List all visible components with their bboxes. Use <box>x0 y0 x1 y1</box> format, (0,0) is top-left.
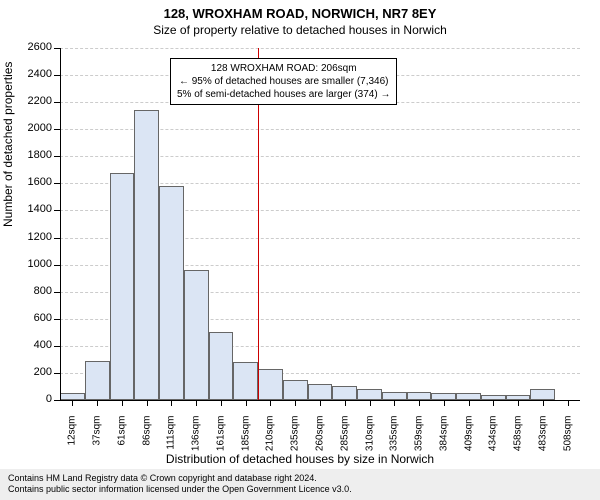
y-tick-label: 2400 <box>22 68 52 80</box>
histogram-bar <box>382 392 407 400</box>
histogram-bar <box>184 270 209 400</box>
gridline <box>60 48 580 49</box>
x-tick-label: 359sqm <box>414 416 425 456</box>
annotation-line-1: 128 WROXHAM ROAD: 206sqm <box>177 62 390 75</box>
x-tick-label: 37sqm <box>92 416 103 456</box>
y-tick-label: 1200 <box>22 231 52 243</box>
histogram-bar <box>159 186 184 400</box>
chart-container: 128, WROXHAM ROAD, NORWICH, NR7 8EY Size… <box>0 0 600 500</box>
y-tick-label: 800 <box>22 285 52 297</box>
y-tick-label: 0 <box>22 393 52 405</box>
chart-area: 0200400600800100012001400160018002000220… <box>60 48 580 400</box>
histogram-bar <box>530 389 555 400</box>
annotation-line-2: ← 95% of detached houses are smaller (7,… <box>177 75 390 88</box>
histogram-bar <box>233 362 258 400</box>
x-tick-label: 185sqm <box>240 416 251 456</box>
x-tick-label: 310sqm <box>364 416 375 456</box>
x-tick-label: 409sqm <box>463 416 474 456</box>
y-axis-baseline <box>60 48 61 400</box>
x-tick-label: 111sqm <box>166 416 177 456</box>
title-main: 128, WROXHAM ROAD, NORWICH, NR7 8EY <box>0 0 600 21</box>
x-tick-label: 434sqm <box>488 416 499 456</box>
histogram-bar <box>209 332 234 400</box>
y-tick-label: 2200 <box>22 95 52 107</box>
footer-line-2: Contains public sector information licen… <box>8 484 592 496</box>
histogram-bar <box>134 110 159 400</box>
histogram-bar <box>332 386 357 400</box>
y-tick-label: 400 <box>22 339 52 351</box>
x-tick-label: 508sqm <box>562 416 573 456</box>
histogram-bar <box>308 384 333 400</box>
histogram-bar <box>357 389 382 400</box>
annotation-line-3: 5% of semi-detached houses are larger (3… <box>177 88 390 101</box>
histogram-bar <box>283 380 308 400</box>
histogram-bar <box>110 173 135 400</box>
x-tick-label: 260sqm <box>315 416 326 456</box>
x-axis-label: Distribution of detached houses by size … <box>0 452 600 466</box>
histogram-bar <box>431 393 456 400</box>
histogram-bar <box>258 369 283 400</box>
x-tick-label: 161sqm <box>215 416 226 456</box>
y-tick-label: 600 <box>22 312 52 324</box>
x-tick-label: 12sqm <box>67 416 78 456</box>
y-tick-label: 2000 <box>22 122 52 134</box>
x-tick-label: 210sqm <box>265 416 276 456</box>
y-tick-label: 1000 <box>22 258 52 270</box>
histogram-bar <box>85 361 110 400</box>
y-tick-label: 200 <box>22 366 52 378</box>
y-tick-label: 1400 <box>22 203 52 215</box>
x-tick-label: 86sqm <box>141 416 152 456</box>
x-tick-label: 136sqm <box>191 416 202 456</box>
y-tick-label: 1600 <box>22 176 52 188</box>
y-axis-label: Number of detached properties <box>1 62 15 227</box>
y-tick-label: 2600 <box>22 41 52 53</box>
x-tick-label: 384sqm <box>438 416 449 456</box>
footer: Contains HM Land Registry data © Crown c… <box>0 469 600 500</box>
title-sub: Size of property relative to detached ho… <box>0 21 600 37</box>
x-tick-label: 61sqm <box>116 416 127 456</box>
x-tick-label: 483sqm <box>537 416 548 456</box>
x-tick-label: 335sqm <box>389 416 400 456</box>
histogram-bar <box>407 392 432 400</box>
x-tick-label: 235sqm <box>290 416 301 456</box>
footer-line-1: Contains HM Land Registry data © Crown c… <box>8 473 592 485</box>
x-axis-baseline <box>60 400 580 401</box>
histogram-bar <box>60 393 85 400</box>
histogram-bar <box>456 393 481 400</box>
x-tick-label: 458sqm <box>513 416 524 456</box>
x-tick-label: 285sqm <box>339 416 350 456</box>
annotation-box: 128 WROXHAM ROAD: 206sqm ← 95% of detach… <box>170 58 397 105</box>
y-tick-label: 1800 <box>22 149 52 161</box>
